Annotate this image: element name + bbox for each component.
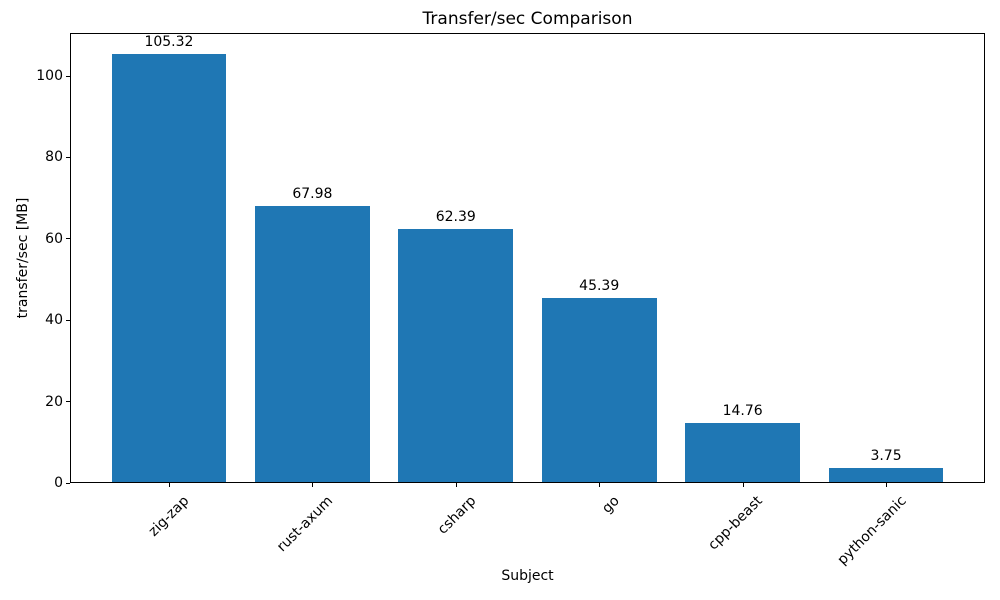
x-axis-label: Subject [501,568,554,584]
bar-go [541,298,657,483]
y-axis-label: transfer/sec [MB] [15,197,31,319]
x-tick-mark [168,483,170,487]
x-tick-label-python-sanic: python-sanic [834,493,910,569]
y-tick-label: 80 [45,149,63,166]
bar-value-label: 14.76 [722,402,763,419]
bar-value-label: 67.98 [292,186,333,203]
y-tick-mark [66,401,70,403]
bar-value-label: 105.32 [144,34,194,51]
bar-rust-axum [255,206,370,483]
bar-python-sanic [828,467,944,483]
y-tick-label: 40 [45,312,63,329]
y-tick-mark [66,156,70,158]
plot-area: 105.32 67.98 62.39 45.39 14.76 3.75 [70,33,985,483]
bar-value-label: 45.39 [579,278,620,295]
x-tick-label-rust-axum: rust-axum [273,493,336,556]
y-tick-mark [66,482,70,484]
x-tick-mark [599,483,601,487]
bar-value-label: 62.39 [435,209,476,226]
x-tick-label-go: go [598,493,623,517]
bar-cpp-beast [685,422,800,483]
x-tick-mark [455,483,457,487]
y-tick-label: 60 [45,230,63,247]
x-tick-label-cpp-beast: cpp-beast [705,493,766,554]
y-tick-label: 0 [54,475,63,491]
bar-zig-zap [111,54,227,483]
y-tick-label: 20 [45,393,63,410]
y-tick-label: 100 [36,68,63,85]
y-tick-mark [66,319,70,321]
x-tick-mark [312,483,314,487]
x-tick-mark [742,483,744,487]
bar-value-label: 3.75 [870,447,902,464]
chart-title: Transfer/sec Comparison [422,9,633,29]
x-tick-label-csharp: csharp [434,493,480,538]
x-tick-label-zig-zap: zig-zap [145,493,193,540]
y-tick-mark [66,75,70,77]
y-tick-mark [66,238,70,240]
bar-csharp [398,229,514,483]
x-tick-mark [886,483,888,487]
